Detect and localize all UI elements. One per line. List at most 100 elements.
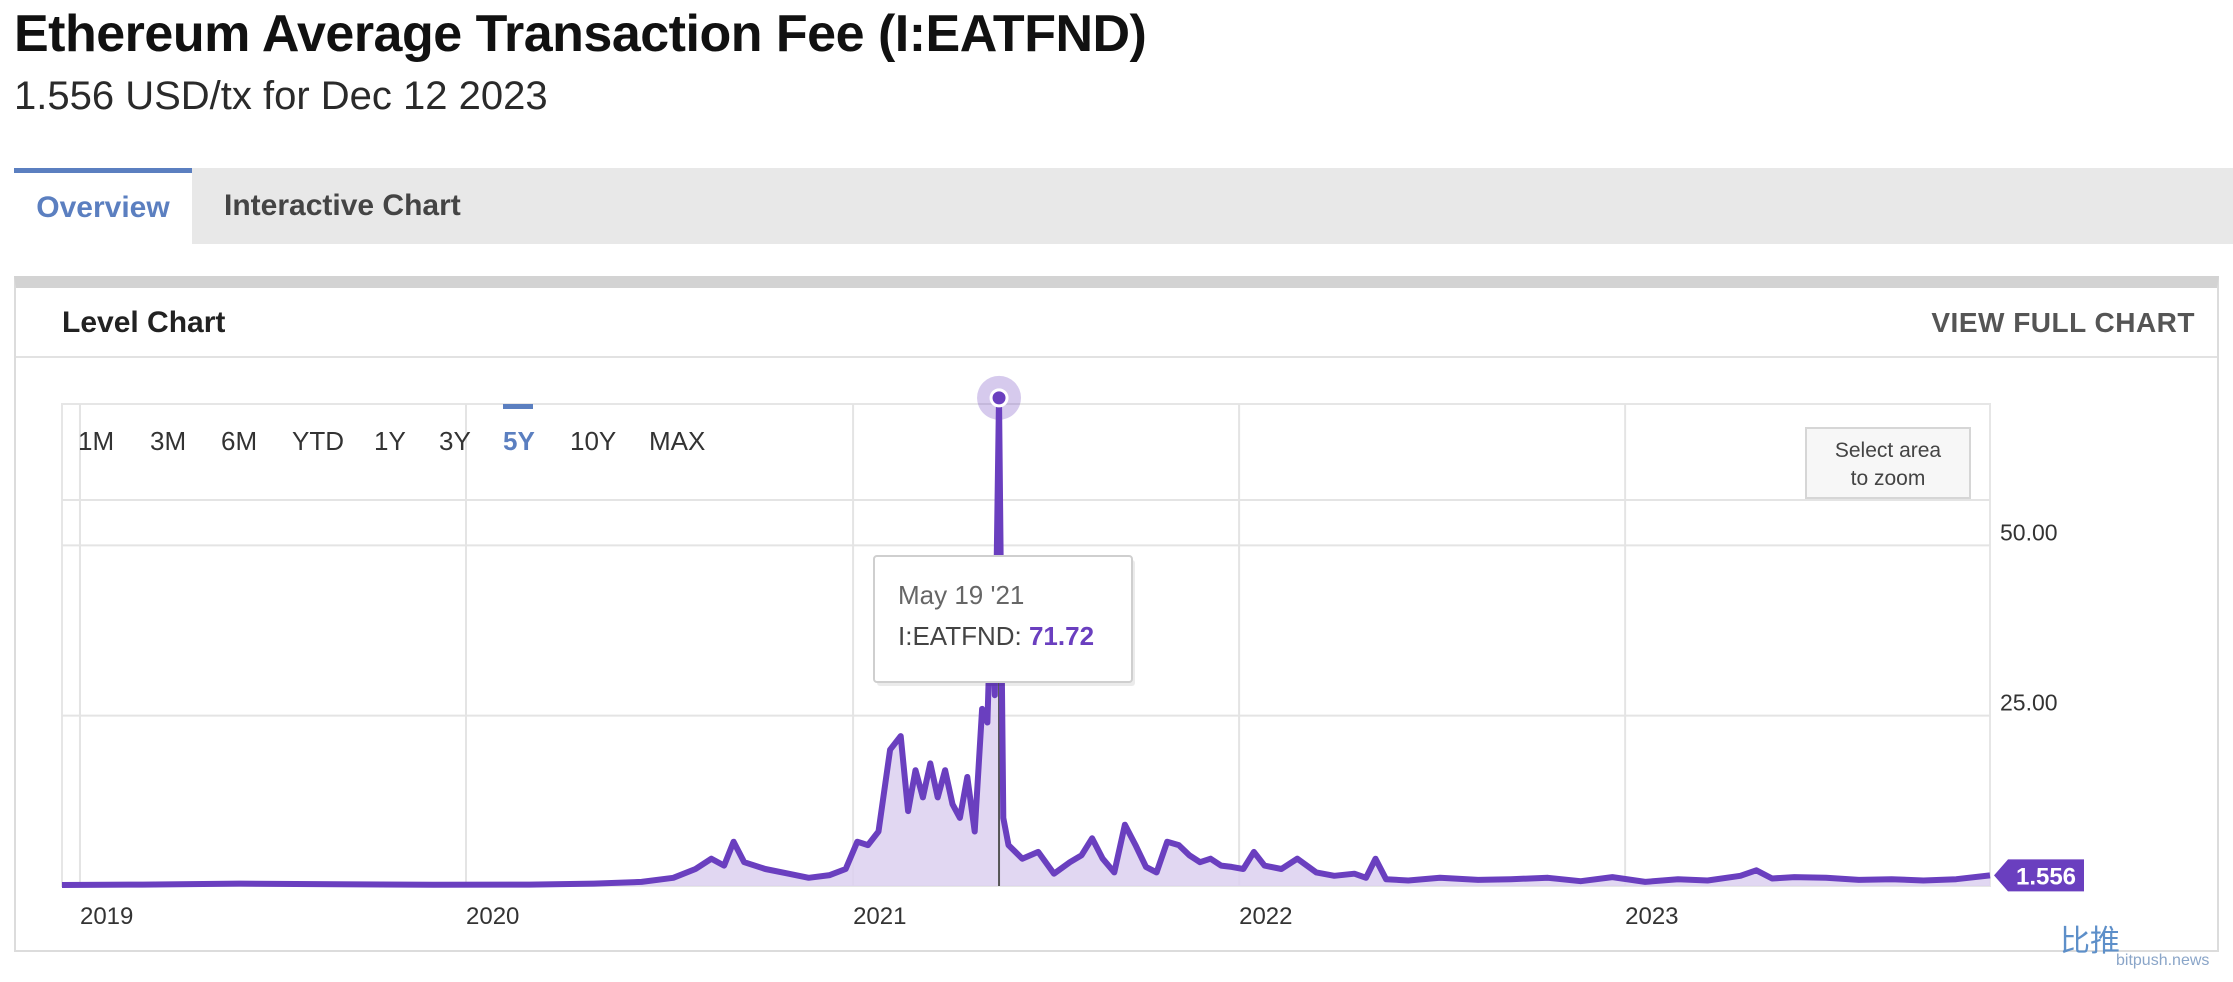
data-point[interactable] <box>693 866 699 872</box>
data-point[interactable] <box>972 828 978 834</box>
data-point[interactable] <box>1675 876 1681 882</box>
data-point[interactable] <box>1006 842 1012 848</box>
range-button-10y[interactable]: 10Y <box>570 426 616 456</box>
data-point[interactable] <box>1100 856 1106 862</box>
data-point[interactable] <box>806 875 812 881</box>
data-point[interactable] <box>935 794 941 800</box>
range-button-3y[interactable]: 3Y <box>439 426 471 456</box>
data-point[interactable] <box>979 706 985 712</box>
data-point[interactable] <box>1229 864 1235 870</box>
data-point[interactable] <box>1132 842 1138 848</box>
range-button-ytd[interactable]: YTD <box>292 426 344 456</box>
data-point[interactable] <box>1051 871 1057 877</box>
data-point[interactable] <box>430 882 436 888</box>
data-point[interactable] <box>1035 849 1041 855</box>
data-point[interactable] <box>865 842 871 848</box>
data-point[interactable] <box>1405 878 1411 884</box>
data-point[interactable] <box>1111 869 1117 875</box>
range-button-5y[interactable]: 5Y <box>503 426 535 456</box>
data-point[interactable] <box>927 760 933 766</box>
data-point[interactable] <box>1122 822 1128 828</box>
data-point[interactable] <box>1186 852 1192 858</box>
data-point[interactable] <box>1753 867 1759 873</box>
data-point[interactable] <box>639 879 645 885</box>
data-point[interactable] <box>1889 876 1895 882</box>
data-point[interactable] <box>1261 863 1267 869</box>
data-point[interactable] <box>1079 852 1085 858</box>
data-point[interactable] <box>786 871 792 877</box>
data-point[interactable] <box>1154 869 1160 875</box>
data-point[interactable] <box>1089 835 1095 841</box>
data-point[interactable] <box>1705 878 1711 884</box>
range-button-3m[interactable]: 3M <box>150 426 186 456</box>
data-point[interactable] <box>1856 877 1862 883</box>
data-point[interactable] <box>1313 869 1319 875</box>
tab-interactive-chart[interactable]: Interactive Chart <box>224 189 461 222</box>
peak-marker[interactable] <box>989 388 1009 408</box>
data-point[interactable] <box>1373 856 1379 862</box>
data-point[interactable] <box>1508 876 1514 882</box>
data-point[interactable] <box>1987 872 1993 878</box>
data-point[interactable] <box>1823 875 1829 881</box>
data-point[interactable] <box>1363 875 1369 881</box>
data-point[interactable] <box>1000 815 1006 821</box>
data-point[interactable] <box>237 881 243 887</box>
data-point[interactable] <box>1278 866 1284 872</box>
data-point[interactable] <box>591 881 597 887</box>
data-point[interactable] <box>1475 877 1481 883</box>
data-point[interactable] <box>1737 873 1743 879</box>
data-point[interactable] <box>1920 878 1926 884</box>
data-point[interactable] <box>949 801 955 807</box>
data-point[interactable] <box>1251 849 1257 855</box>
data-point[interactable] <box>139 882 145 888</box>
range-button-1m[interactable]: 1M <box>78 426 114 456</box>
data-point[interactable] <box>721 863 727 869</box>
data-point[interactable] <box>59 882 65 888</box>
data-point[interactable] <box>334 881 340 887</box>
data-point[interactable] <box>1791 874 1797 880</box>
data-point[interactable] <box>731 839 737 845</box>
data-point[interactable] <box>942 767 948 773</box>
data-point[interactable] <box>1437 875 1443 881</box>
data-point[interactable] <box>920 794 926 800</box>
data-point[interactable] <box>762 866 768 872</box>
data-point[interactable] <box>1383 876 1389 882</box>
data-point[interactable] <box>964 774 970 780</box>
data-point[interactable] <box>827 872 833 878</box>
data-point[interactable] <box>1294 856 1300 862</box>
range-button-6m[interactable]: 6M <box>221 426 257 456</box>
data-point[interactable] <box>1351 871 1357 877</box>
data-point[interactable] <box>1176 842 1182 848</box>
data-point[interactable] <box>1769 876 1775 882</box>
data-point[interactable] <box>1218 863 1224 869</box>
data-point[interactable] <box>854 839 860 845</box>
data-point[interactable] <box>992 692 998 698</box>
data-point[interactable] <box>875 828 881 834</box>
data-point[interactable] <box>526 882 532 888</box>
data-point[interactable] <box>1240 866 1246 872</box>
data-point[interactable] <box>670 875 676 881</box>
data-point[interactable] <box>1578 878 1584 884</box>
data-point[interactable] <box>1067 859 1073 865</box>
data-point[interactable] <box>887 747 893 753</box>
data-point[interactable] <box>741 859 747 865</box>
data-point[interactable] <box>1331 873 1337 879</box>
range-button-max[interactable]: MAX <box>649 426 705 456</box>
data-point[interactable] <box>1164 839 1170 845</box>
data-point[interactable] <box>1019 856 1025 862</box>
data-point[interactable] <box>912 767 918 773</box>
data-point[interactable] <box>1642 879 1648 885</box>
tab-overview[interactable]: Overview <box>14 168 192 244</box>
data-point[interactable] <box>1197 859 1203 865</box>
data-point[interactable] <box>957 815 963 821</box>
data-point[interactable] <box>1143 864 1149 870</box>
range-button-1y[interactable]: 1Y <box>374 426 406 456</box>
data-point[interactable] <box>1953 876 1959 882</box>
data-point[interactable] <box>1545 875 1551 881</box>
data-point[interactable] <box>905 808 911 814</box>
view-full-chart-link[interactable]: VIEW FULL CHART <box>1931 307 2195 338</box>
data-point[interactable] <box>708 856 714 862</box>
data-point[interactable] <box>843 866 849 872</box>
data-point[interactable] <box>984 719 990 725</box>
